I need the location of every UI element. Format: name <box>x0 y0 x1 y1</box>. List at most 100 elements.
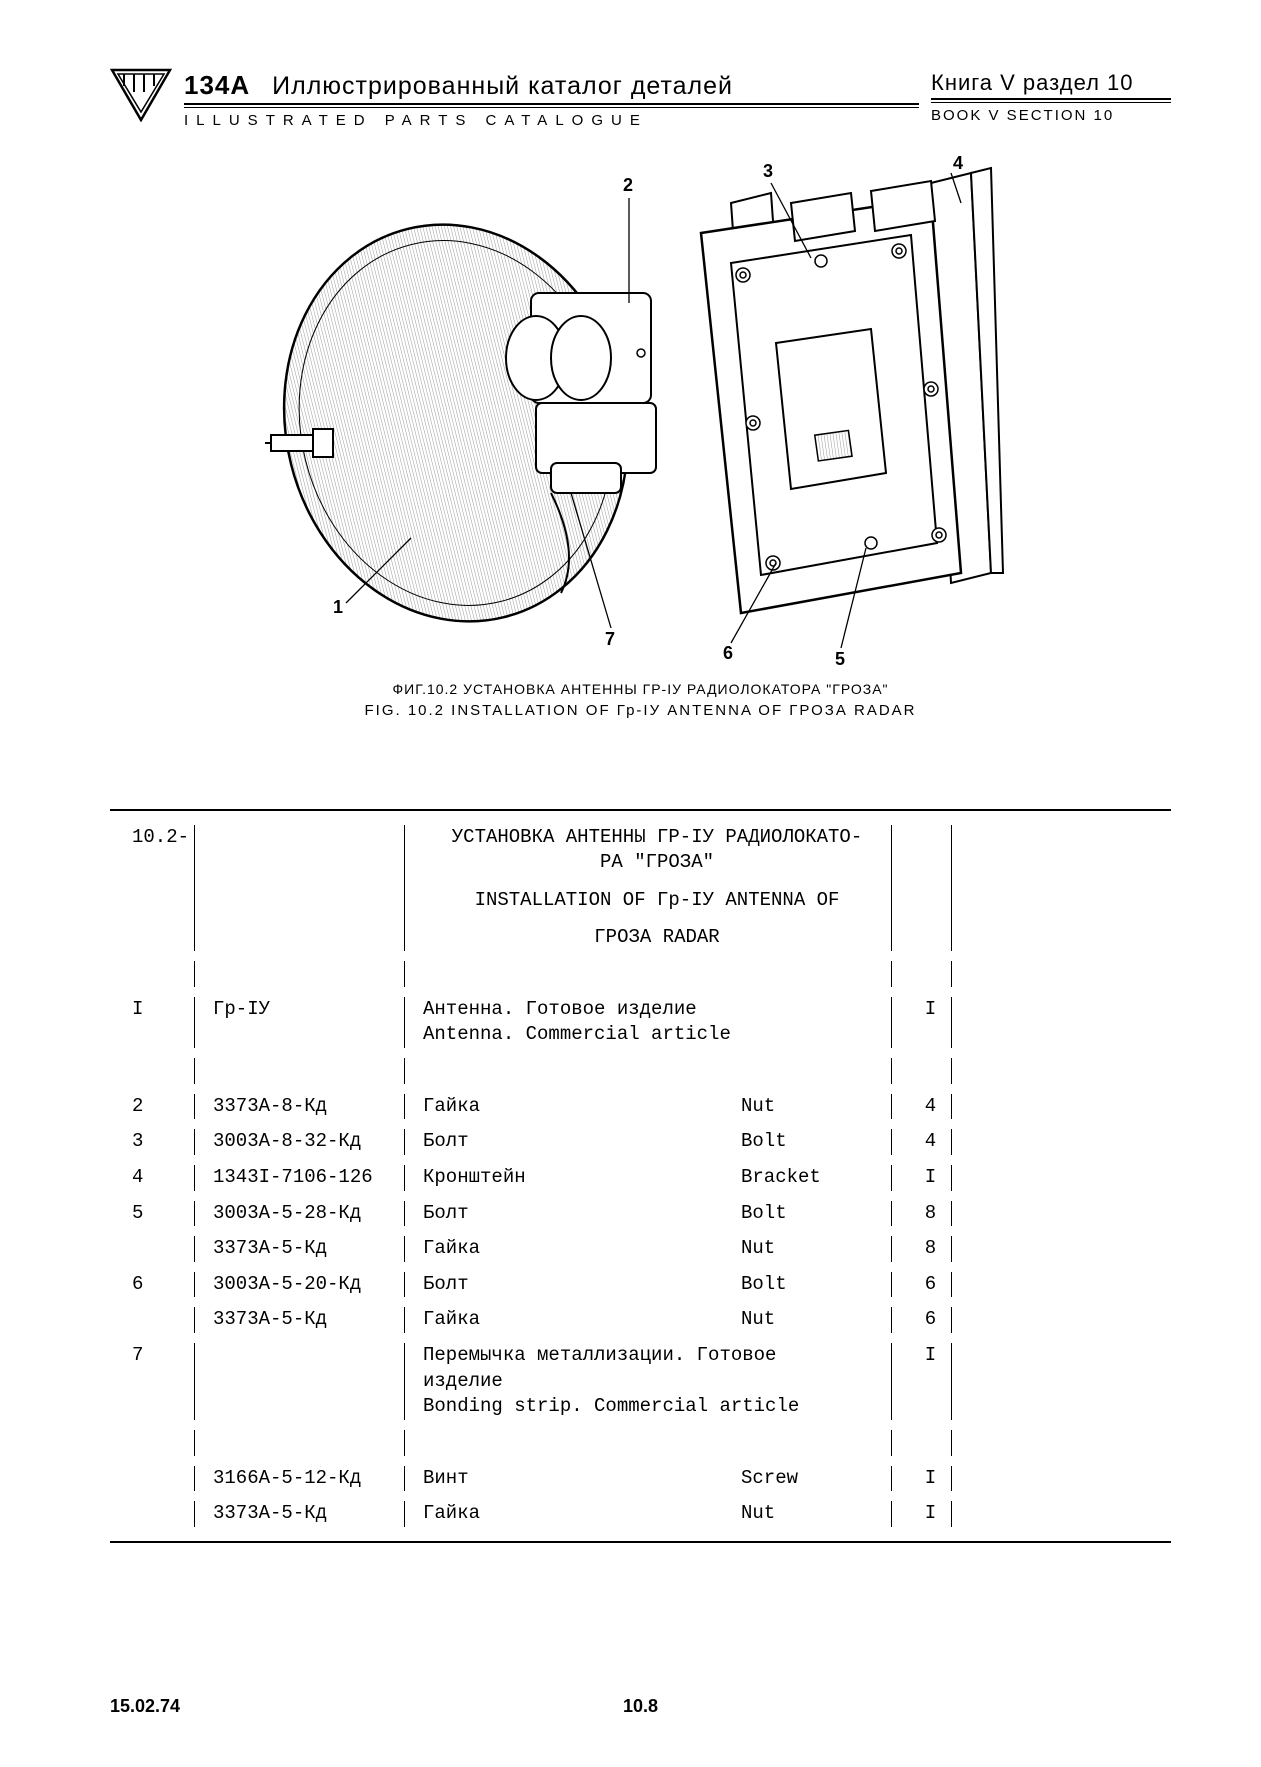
table-cell-index: 6 <box>110 1272 190 1298</box>
table-cell-qty: I <box>891 1466 951 1492</box>
table-cell-desc <box>400 1058 891 1084</box>
table-cell-index: 4 <box>110 1165 190 1191</box>
table-cell-qty: 6 <box>891 1272 951 1298</box>
footer-page-number: 10.8 <box>623 1696 658 1717</box>
table-cell-desc: БолтBolt <box>400 1272 891 1298</box>
table-cell-desc: ГайкаNut <box>400 1501 891 1527</box>
table-cell-extra <box>951 961 1171 987</box>
table-cell-qty: 4 <box>891 1129 951 1155</box>
table-cell-extra <box>951 1272 1171 1298</box>
table-cell-extra <box>951 1165 1171 1191</box>
table-cell-desc: БолтBolt <box>400 1129 891 1155</box>
figure-caption-ru: ФИГ.10.2 УСТАНОВКА АНТЕННЫ ГР-IУ РАДИОЛО… <box>392 681 888 697</box>
table-cell-qty: 8 <box>891 1201 951 1227</box>
table-cell-part: 3373А-5-Кд <box>190 1501 400 1527</box>
table-cell-index <box>110 1466 190 1492</box>
table-cell-index: 5 <box>110 1201 190 1227</box>
table-cell-qty <box>891 961 951 987</box>
table-cell-qty <box>891 1430 951 1456</box>
table-cell-desc: ГайкаNut <box>400 1236 891 1262</box>
logo-icon <box>110 68 172 122</box>
figure-caption-en: FIG. 10.2 INSTALLATION OF Гр-IУ ANTENNA … <box>364 700 916 723</box>
catalog-title-en: ILLUSTRATED PARTS CATALOGUE <box>184 112 648 129</box>
table-cell-desc: ГайкаNut <box>400 1307 891 1333</box>
table-cell-part: 3166А-5-12-Кд <box>190 1466 400 1492</box>
table-cell-extra <box>951 1201 1171 1227</box>
callout-4: 4 <box>953 153 963 173</box>
table-cell-extra <box>951 1094 1171 1120</box>
table-cell-extra <box>951 1343 1171 1420</box>
table-cell-desc: КронштейнBracket <box>400 1165 891 1191</box>
table-cell-qty: 6 <box>891 1307 951 1333</box>
table-cell-part: 3003А-5-28-Кд <box>190 1201 400 1227</box>
table-cell-extra <box>951 1501 1171 1527</box>
figure-10-2: 1 2 3 4 5 6 7 ФИГ.10.2 УСТАНОВКА АНТЕННЫ… <box>110 143 1171 723</box>
table-cell-part <box>190 1058 400 1084</box>
table-cell-index: 10.2- <box>110 825 190 952</box>
table-cell-qty: I <box>891 1343 951 1420</box>
table-cell-extra <box>951 997 1171 1048</box>
table-cell-qty <box>891 825 951 952</box>
table-cell-part: 3373А-5-Кд <box>190 1307 400 1333</box>
table-cell-index: 2 <box>110 1094 190 1120</box>
table-cell-part: 3373А-8-Кд <box>190 1094 400 1120</box>
book-section-ru: Книга V раздел 10 <box>931 70 1171 100</box>
page: 134A Иллюстрированный каталог деталей IL… <box>0 0 1261 1767</box>
table-cell-desc: БолтBolt <box>400 1201 891 1227</box>
callout-7: 7 <box>605 629 615 649</box>
footer-date: 15.02.74 <box>110 1696 180 1717</box>
table-cell-index <box>110 1236 190 1262</box>
table-cell-index <box>110 1430 190 1456</box>
table-cell-desc <box>400 961 891 987</box>
callout-1: 1 <box>333 597 343 617</box>
table-cell-qty: I <box>891 1501 951 1527</box>
table-cell-index <box>110 1501 190 1527</box>
table-cell-extra <box>951 1058 1171 1084</box>
table-cell-desc: ВинтScrew <box>400 1466 891 1492</box>
table-cell-part <box>190 961 400 987</box>
page-footer: 15.02.74 10.8 <box>110 1696 1171 1717</box>
table-cell-extra <box>951 1307 1171 1333</box>
table-cell-qty <box>891 1058 951 1084</box>
callout-2: 2 <box>623 175 633 195</box>
callout-6: 6 <box>723 643 733 663</box>
table-cell-part: 3003А-8-32-Кд <box>190 1129 400 1155</box>
table-cell-extra <box>951 825 1171 952</box>
table-cell-extra <box>951 1129 1171 1155</box>
table-cell-desc: ГайкаNut <box>400 1094 891 1120</box>
header-titles: 134A Иллюстрированный каталог деталей IL… <box>184 70 919 129</box>
table-cell-desc: УСТАНОВКА АНТЕННЫ Гр-IУ РАДИОЛОКАТО-РА "… <box>400 825 891 952</box>
table-cell-index <box>110 1058 190 1084</box>
callout-5: 5 <box>835 649 845 669</box>
table-cell-index <box>110 961 190 987</box>
book-section-en: BOOK V SECTION 10 <box>931 102 1171 124</box>
table-cell-qty: 4 <box>891 1094 951 1120</box>
catalog-title-ru: Иллюстрированный каталог деталей <box>272 72 733 101</box>
table-cell-part: 1343I-7106-126 <box>190 1165 400 1191</box>
table-cell-part <box>190 1430 400 1456</box>
table-cell-desc <box>400 1430 891 1456</box>
table-cell-index: 3 <box>110 1129 190 1155</box>
table-cell-part: Гр-IУ <box>190 997 400 1048</box>
table-cell-qty: 8 <box>891 1236 951 1262</box>
table-cell-part: 3003А-5-20-Кд <box>190 1272 400 1298</box>
header-book: Книга V раздел 10 BOOK V SECTION 10 <box>931 70 1171 124</box>
table-cell-qty: I <box>891 1165 951 1191</box>
callout-3: 3 <box>763 161 773 181</box>
figure-caption: ФИГ.10.2 УСТАНОВКА АНТЕННЫ ГР-IУ РАДИОЛО… <box>364 679 916 723</box>
table-cell-desc: Перемычка металлизации. ГотовоеизделиеBo… <box>400 1343 891 1420</box>
antenna-diagram: 1 2 3 4 5 6 7 <box>231 143 1051 673</box>
table-cell-index <box>110 1307 190 1333</box>
table-cell-index: 7 <box>110 1343 190 1420</box>
model-number: 134A <box>184 70 250 101</box>
table-cell-extra <box>951 1236 1171 1262</box>
table-cell-desc: Антенна. Готовое изделиеAntenna. Commerc… <box>400 997 891 1048</box>
table-cell-extra <box>951 1430 1171 1456</box>
parts-table: 10.2- УСТАНОВКА АНТЕННЫ Гр-IУ РАДИОЛОКАТО… <box>110 809 1171 1543</box>
table-cell-part <box>190 1343 400 1420</box>
table-cell-part: 3373А-5-Кд <box>190 1236 400 1262</box>
table-cell-qty: I <box>891 997 951 1048</box>
table-cell-index: I <box>110 997 190 1048</box>
table-cell-extra <box>951 1466 1171 1492</box>
header: 134A Иллюстрированный каталог деталей IL… <box>110 70 1171 129</box>
